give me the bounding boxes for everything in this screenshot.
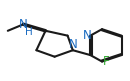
- Text: N: N: [83, 29, 92, 42]
- Text: H: H: [25, 27, 33, 37]
- Text: N: N: [19, 18, 28, 31]
- Text: N: N: [68, 38, 77, 51]
- Text: F: F: [103, 55, 109, 68]
